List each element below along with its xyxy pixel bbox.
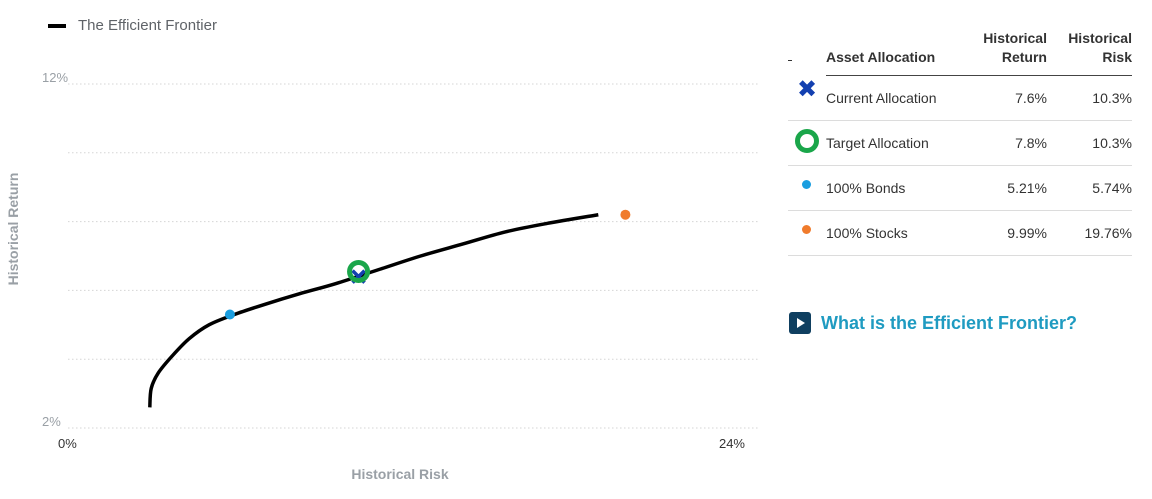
header-dash xyxy=(788,59,792,61)
allocation-table: Asset Allocation Historical Return Histo… xyxy=(788,30,1132,256)
y-tick-label: 2% xyxy=(42,414,61,429)
dot-icon xyxy=(802,180,811,189)
row-risk: 10.3% xyxy=(1092,135,1132,151)
row-return: 7.8% xyxy=(1015,135,1047,151)
point-100pct-stocks xyxy=(620,209,631,220)
row-risk: 10.3% xyxy=(1092,90,1132,106)
cta-label: What is the Efficient Frontier? xyxy=(821,312,1078,333)
header-historical-return: Historical Return xyxy=(983,30,1047,65)
row-risk: 5.74% xyxy=(1092,180,1132,196)
dot-icon xyxy=(802,225,811,234)
row-label: Target Allocation xyxy=(826,135,929,151)
legend-label: The Efficient Frontier xyxy=(78,17,217,34)
x-tick-label: 0% xyxy=(58,436,77,451)
what-is-efficient-frontier-link[interactable]: What is the Efficient Frontier? xyxy=(789,312,1077,334)
row-return: 7.6% xyxy=(1015,90,1047,106)
table-row: 100% Stocks 9.99% 19.76% xyxy=(788,211,1132,256)
row-label: Current Allocation xyxy=(826,90,937,106)
table-row: Target Allocation 7.8% 10.3% xyxy=(788,121,1132,166)
point-target-allocation xyxy=(347,259,371,283)
row-return: 5.21% xyxy=(1007,180,1047,196)
efficient-frontier-chart: 12% 2% 0% 24% Historical Risk Historical… xyxy=(5,70,760,482)
row-label: 100% Stocks xyxy=(826,225,908,241)
y-axis-label: Historical Return xyxy=(5,173,21,286)
row-risk: 19.76% xyxy=(1084,225,1132,241)
legend-line-swatch xyxy=(48,23,66,28)
table-header: Asset Allocation Historical Return Histo… xyxy=(788,30,1132,76)
row-return: 9.99% xyxy=(1007,225,1047,241)
chart-legend: The Efficient Frontier xyxy=(48,17,217,34)
x-tick-label: 24% xyxy=(719,436,745,451)
x-axis-label: Historical Risk xyxy=(351,466,448,482)
table-row: ✖ Current Allocation 7.6% 10.3% xyxy=(788,76,1132,121)
x-icon: ✖ xyxy=(797,76,818,103)
play-icon xyxy=(789,312,811,334)
y-tick-label: 12% xyxy=(42,70,68,85)
table-row: 100% Bonds 5.21% 5.74% xyxy=(788,166,1132,211)
point-100pct-bonds xyxy=(224,309,235,320)
row-label: 100% Bonds xyxy=(826,180,906,196)
header-asset-allocation: Asset Allocation xyxy=(826,49,936,65)
header-historical-risk: Historical Risk xyxy=(1068,30,1132,65)
ring-icon xyxy=(795,129,819,153)
efficient-frontier-line xyxy=(148,212,599,408)
